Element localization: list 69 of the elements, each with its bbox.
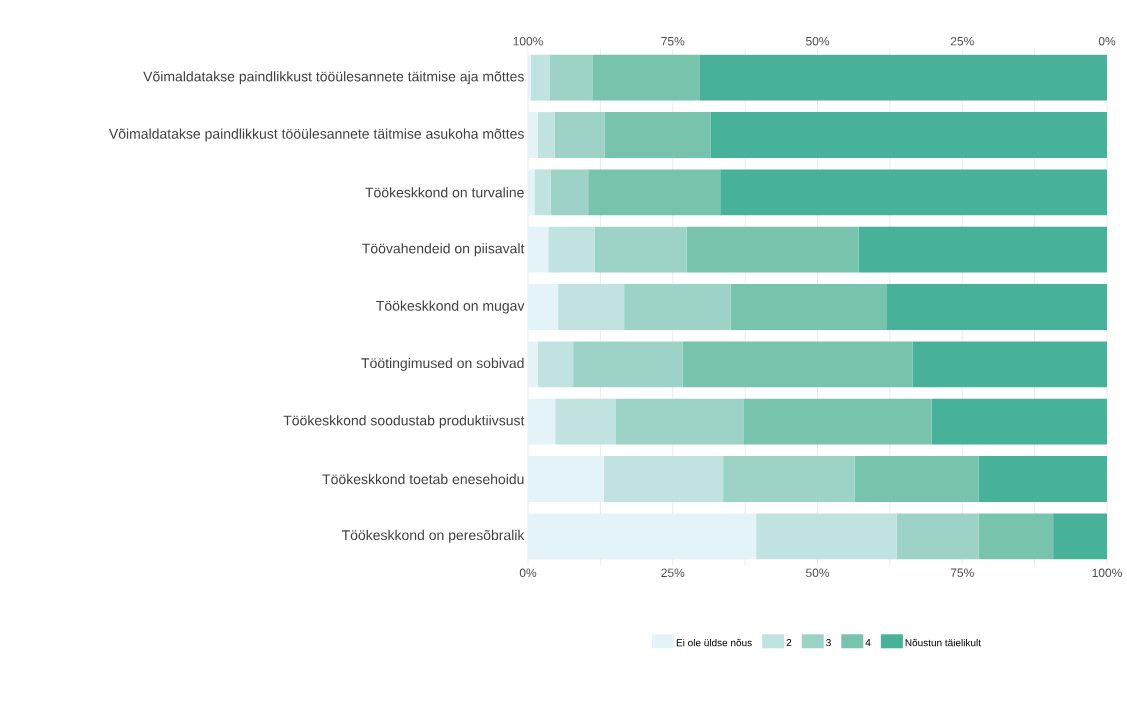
bar (858, 226, 1108, 273)
bar (549, 54, 593, 101)
bar (558, 284, 625, 330)
bar (730, 284, 887, 330)
y-tick-label: Töötingimused on sobivad (361, 357, 524, 371)
bar (573, 341, 683, 388)
y-tick-label: Töökeskkond on turvaline (365, 187, 524, 198)
bar (756, 513, 897, 560)
bar (548, 226, 595, 273)
x-tick-label: 100% (1092, 568, 1122, 578)
bar (686, 226, 859, 273)
bar (699, 54, 1108, 101)
bar (978, 513, 1054, 560)
bar (743, 398, 932, 445)
x2-tick-label: 75% (661, 37, 685, 46)
bar (682, 341, 913, 388)
bar (978, 456, 1108, 502)
bar (592, 54, 700, 101)
y-tick-label: Töökeskkond soodustab produktiivsust (283, 415, 525, 429)
bar (528, 456, 604, 502)
legend-label: 4 (865, 639, 871, 646)
bar (530, 54, 550, 101)
bar (931, 398, 1108, 445)
y-tick-label: Võimaldatakse paindlikkust tööülesannete täitmise asukoha mõttes (108, 128, 524, 142)
bar (537, 341, 574, 388)
y-tick-label: Töökeskkond on mugav (376, 300, 525, 314)
y-tick-label: Võimaldatakse paindlikkust tööülesannete täitmise aja mõttes (143, 71, 524, 85)
bar (886, 284, 1108, 330)
x2-tick-label: 25% (950, 36, 974, 46)
bar (534, 169, 551, 216)
legend-label: Nõustun täielikult (905, 638, 981, 647)
bar (603, 456, 724, 502)
bar (896, 513, 979, 560)
bar (1053, 513, 1108, 560)
y-tick-label: Töökeskkond toetab enesehoidu (322, 473, 524, 485)
bar (528, 284, 559, 330)
bar (624, 284, 731, 330)
legend-label: Ei ole üldse nõus (676, 638, 752, 647)
bar (528, 226, 549, 273)
bar (604, 112, 711, 158)
bar (528, 398, 556, 445)
x-tick-label: 50% (805, 568, 830, 578)
bar (528, 169, 535, 216)
bar (588, 169, 721, 216)
x2-tick-label: 0% (1098, 36, 1116, 46)
bar (555, 398, 617, 445)
x-tick-label: 75% (950, 568, 974, 577)
bar (528, 112, 538, 158)
bar (550, 169, 589, 216)
bar (723, 456, 855, 502)
bar (854, 456, 979, 502)
bar (616, 398, 744, 445)
bar (554, 112, 605, 158)
bar (528, 54, 531, 101)
x2-tick-label: 100% (513, 36, 543, 46)
legend-label: 2 (786, 639, 792, 647)
y-tick-label: Töökeskkond on peresõbralik (341, 529, 525, 543)
bar (720, 169, 1108, 216)
y-tick-label: Töövahendeid on piisavalt (362, 243, 525, 257)
bar (528, 513, 757, 560)
x-tick-label: 25% (661, 568, 685, 578)
x-tick-label: 0% (519, 568, 537, 578)
x2-tick-label: 50% (805, 36, 830, 46)
legend-label: 3 (826, 639, 831, 647)
bar (537, 112, 555, 158)
bar (594, 226, 687, 273)
bar (528, 341, 538, 388)
bar (710, 112, 1108, 158)
bar (912, 341, 1108, 388)
